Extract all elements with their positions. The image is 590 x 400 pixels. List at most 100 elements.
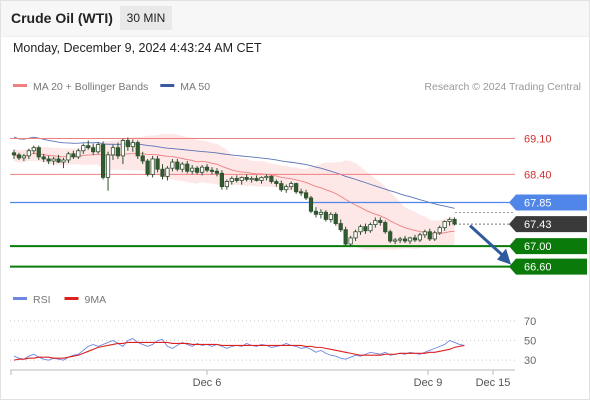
candle-body [318,211,324,215]
candle-body [120,140,125,157]
candle-body [26,150,31,157]
candle-body [105,154,111,178]
candle-body [11,152,17,156]
x-tick-label: Dec 15 [476,377,511,389]
candle-body [393,239,398,242]
candle-body [289,183,294,188]
candle-body [145,160,150,175]
candle-body [180,163,185,170]
legend-swatch [64,297,79,300]
candle-body [407,237,413,242]
pivot-tag [509,194,587,211]
candle-body [269,175,274,182]
candle-body [135,142,140,157]
candle-body [130,142,135,148]
candle-body [115,147,121,157]
legend-swatch [160,84,175,87]
legend-label: 9MA [85,294,107,306]
candle-body [308,197,314,212]
candle-body [373,220,378,225]
rsi-line [13,338,465,361]
candle-body [363,226,368,232]
candle-body [417,234,423,241]
candle-body [219,172,224,188]
candle-body [155,158,160,170]
candle-body [224,181,229,188]
candle-body [447,219,452,222]
legend-swatch [13,84,27,87]
x-tick-label: Dec 9 [414,377,443,389]
candle-body [234,178,239,181]
rsi-tick-label: 70 [524,316,536,328]
candle-body [175,161,180,170]
candle-body [31,147,36,152]
candle-body [76,150,81,158]
candle-body [333,213,338,224]
interval-button[interactable]: 30 MIN [120,6,172,30]
candle-body [41,156,46,160]
candle-body [294,183,299,193]
candle-body [422,231,427,236]
candle-body [71,153,76,158]
support-tag [509,238,587,255]
bollinger-band [14,133,455,250]
candle-body [313,210,319,215]
candle-body [61,159,66,163]
candle-body [343,229,348,245]
candle-body [358,226,363,233]
legend-label: MA 50 [180,81,210,93]
x-tick-label: Dec 6 [193,377,222,389]
candle-body [214,170,220,174]
candle-body [185,163,190,172]
support-tag [509,258,587,275]
candle-body [259,177,264,181]
last_price-label: 67.43 [524,219,552,231]
candle-body [209,169,215,172]
candle-body [388,231,393,242]
legend-label: RSI [33,294,51,306]
candle-body [229,178,234,182]
candle-body [165,167,170,177]
ma20-line [13,152,455,235]
resistance-label: 69.10 [524,133,552,145]
candle-body [427,231,432,240]
candle-body [16,154,22,159]
support-label: 66.60 [524,262,552,274]
candle-body [437,227,442,234]
candle-body [298,191,304,194]
candle-body [383,222,388,233]
instrument-title: Crude Oil (WTI) [11,10,113,26]
candle-body [101,144,106,178]
candle-body [402,238,408,242]
candle-body [303,192,309,199]
forecast-arrowhead [497,248,511,265]
resistance-label: 68.40 [524,169,552,181]
timestamp: Monday, December 9, 2024 4:43:24 AM CET [13,41,262,55]
candle-body [160,168,165,177]
candle-body [239,177,244,181]
candle-body [249,178,254,181]
candle-body [81,145,86,152]
candle-body [204,166,210,171]
support-label: 67.00 [524,241,552,253]
legend-label: MA 20 + Bollinger Bands [33,81,148,93]
candle-body [264,175,269,178]
candle-body [46,158,51,162]
candle-body [66,153,71,161]
candle-body [323,211,328,220]
candle-body [328,213,333,220]
candle-body [86,145,91,149]
candle-body [190,167,195,172]
candle-body [56,158,61,163]
rsi-tick-label: 30 [524,355,536,367]
candle-body [110,147,116,156]
candle-body [338,223,343,231]
candle-body [279,183,284,191]
last_price-tag [509,216,587,233]
candle-body [199,166,205,173]
ma50-line [13,136,455,209]
candle-body [368,224,373,232]
legend-swatch [13,297,27,300]
candle-body [348,237,353,245]
